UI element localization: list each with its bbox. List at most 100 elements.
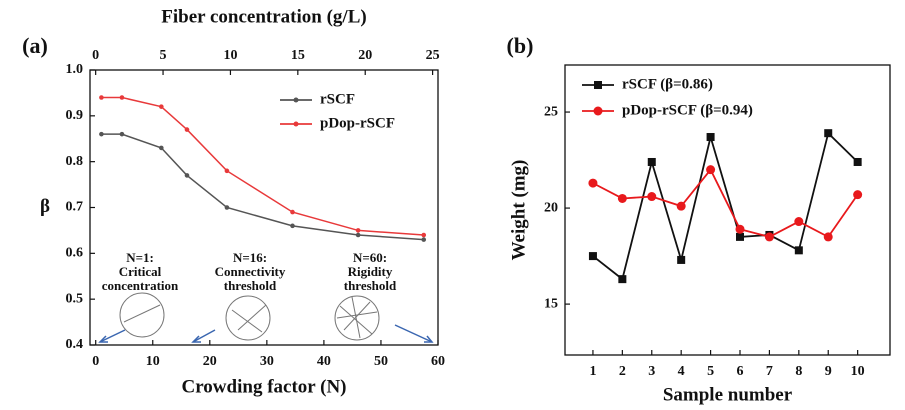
x-axis-title: Sample number <box>663 384 793 405</box>
y-tick-label: 20 <box>544 200 558 215</box>
data-point <box>736 232 744 241</box>
data-point <box>677 255 686 264</box>
annotation: threshold <box>224 278 277 293</box>
data-point <box>735 224 745 234</box>
legend-label: rSCF (β=0.86) <box>622 76 713 92</box>
x2-tick-label: 10 <box>223 48 237 63</box>
y-axis-title: Weight (mg) <box>508 160 529 261</box>
x2-tick-label: 25 <box>426 48 440 63</box>
data-point <box>706 133 715 142</box>
data-point <box>224 168 230 174</box>
legend-label: pDop-rSCF (β=0.94) <box>622 102 753 118</box>
data-point <box>159 104 164 109</box>
data-point <box>99 131 104 137</box>
decor-a <box>98 292 434 343</box>
x-tick-label: 20 <box>203 354 217 369</box>
x-tick-label: 2 <box>619 364 626 379</box>
data-point <box>224 205 230 210</box>
x2-tick-label: 0 <box>92 48 99 63</box>
x-tick-label: 10 <box>851 364 865 379</box>
x-tick-label: 60 <box>431 354 445 369</box>
plot-frame <box>564 64 891 356</box>
data-point <box>421 237 427 242</box>
data-point <box>823 232 833 242</box>
legend-marker <box>293 97 299 103</box>
data-point <box>290 209 295 215</box>
y-tick-label: 0.7 <box>66 200 84 215</box>
x-tick-label: 50 <box>374 354 388 369</box>
x-tick-label: 5 <box>707 364 714 379</box>
data-point <box>290 223 295 229</box>
x2-tick-label: 20 <box>358 48 372 63</box>
annotation: N=60: <box>353 250 387 265</box>
x-tick-label: 1 <box>589 364 596 379</box>
annotation: threshold <box>344 278 397 293</box>
data-point <box>706 165 716 175</box>
data-point <box>99 95 104 100</box>
x-tick-label: 40 <box>317 354 331 369</box>
annotation: N=1: <box>126 250 154 265</box>
data-point <box>794 217 804 227</box>
legend-marker <box>593 106 603 116</box>
x-axis-title: Crowding factor (N) <box>182 376 347 397</box>
series-line <box>592 131 859 281</box>
x-tick-label: 30 <box>260 354 274 369</box>
data-point <box>119 131 125 137</box>
x2-axis-title: Fiber concentration (g/L) <box>161 6 366 27</box>
data-point <box>355 228 361 233</box>
annotation: Critical <box>119 264 162 279</box>
data-point <box>676 201 686 211</box>
annotation: concentration <box>102 278 179 293</box>
data-point <box>647 157 656 166</box>
y-axis-title: β <box>40 196 50 217</box>
data-point <box>184 173 190 178</box>
plot-frame <box>89 69 439 346</box>
x2-tick-label: 15 <box>291 48 305 63</box>
y-tick-label: 0.9 <box>66 108 84 123</box>
x-tick-label: 10 <box>146 354 160 369</box>
data-point <box>853 157 862 166</box>
data-point <box>588 178 598 188</box>
series-line <box>592 168 859 239</box>
data-point <box>617 193 627 203</box>
data-point <box>119 95 125 100</box>
x-tick-label: 8 <box>795 364 802 379</box>
x2-tick-label: 5 <box>160 48 167 63</box>
data-point <box>184 127 190 132</box>
y-tick-label: 1.0 <box>66 62 84 77</box>
annotation: Rigidity <box>348 264 393 279</box>
legend-marker <box>293 121 299 127</box>
y-tick-label: 0.4 <box>66 337 84 352</box>
x-tick-label: 4 <box>678 364 685 379</box>
y-tick-label: 0.5 <box>66 291 84 306</box>
y-tick-label: 25 <box>544 104 558 119</box>
data-point <box>764 232 774 242</box>
x-tick-label: 0 <box>92 354 99 369</box>
data-point <box>355 232 361 238</box>
x-tick-label: 6 <box>737 364 744 379</box>
legend-marker <box>594 81 602 89</box>
panel-label: (b) <box>507 33 534 58</box>
panel-label: (a) <box>22 33 48 58</box>
legend-label: rSCF <box>320 91 355 107</box>
y-tick-label: 0.6 <box>66 246 84 261</box>
annotation: Connectivity <box>215 264 286 279</box>
data-point <box>618 275 627 284</box>
x-tick-label: 9 <box>825 364 832 379</box>
data-point <box>794 246 803 255</box>
legend-label: pDop-rSCF <box>320 115 395 131</box>
y-tick-label: 0.8 <box>66 154 84 169</box>
x-tick-label: 3 <box>648 364 655 379</box>
series-line <box>101 133 424 241</box>
data-point <box>159 145 164 151</box>
data-point <box>647 192 657 202</box>
y-tick-label: 15 <box>544 296 558 311</box>
data-point <box>824 129 833 138</box>
x-tick-label: 7 <box>766 364 773 379</box>
series-line <box>101 96 424 236</box>
data-point <box>853 190 863 200</box>
data-point <box>421 232 427 238</box>
annotation: N=16: <box>233 250 267 265</box>
